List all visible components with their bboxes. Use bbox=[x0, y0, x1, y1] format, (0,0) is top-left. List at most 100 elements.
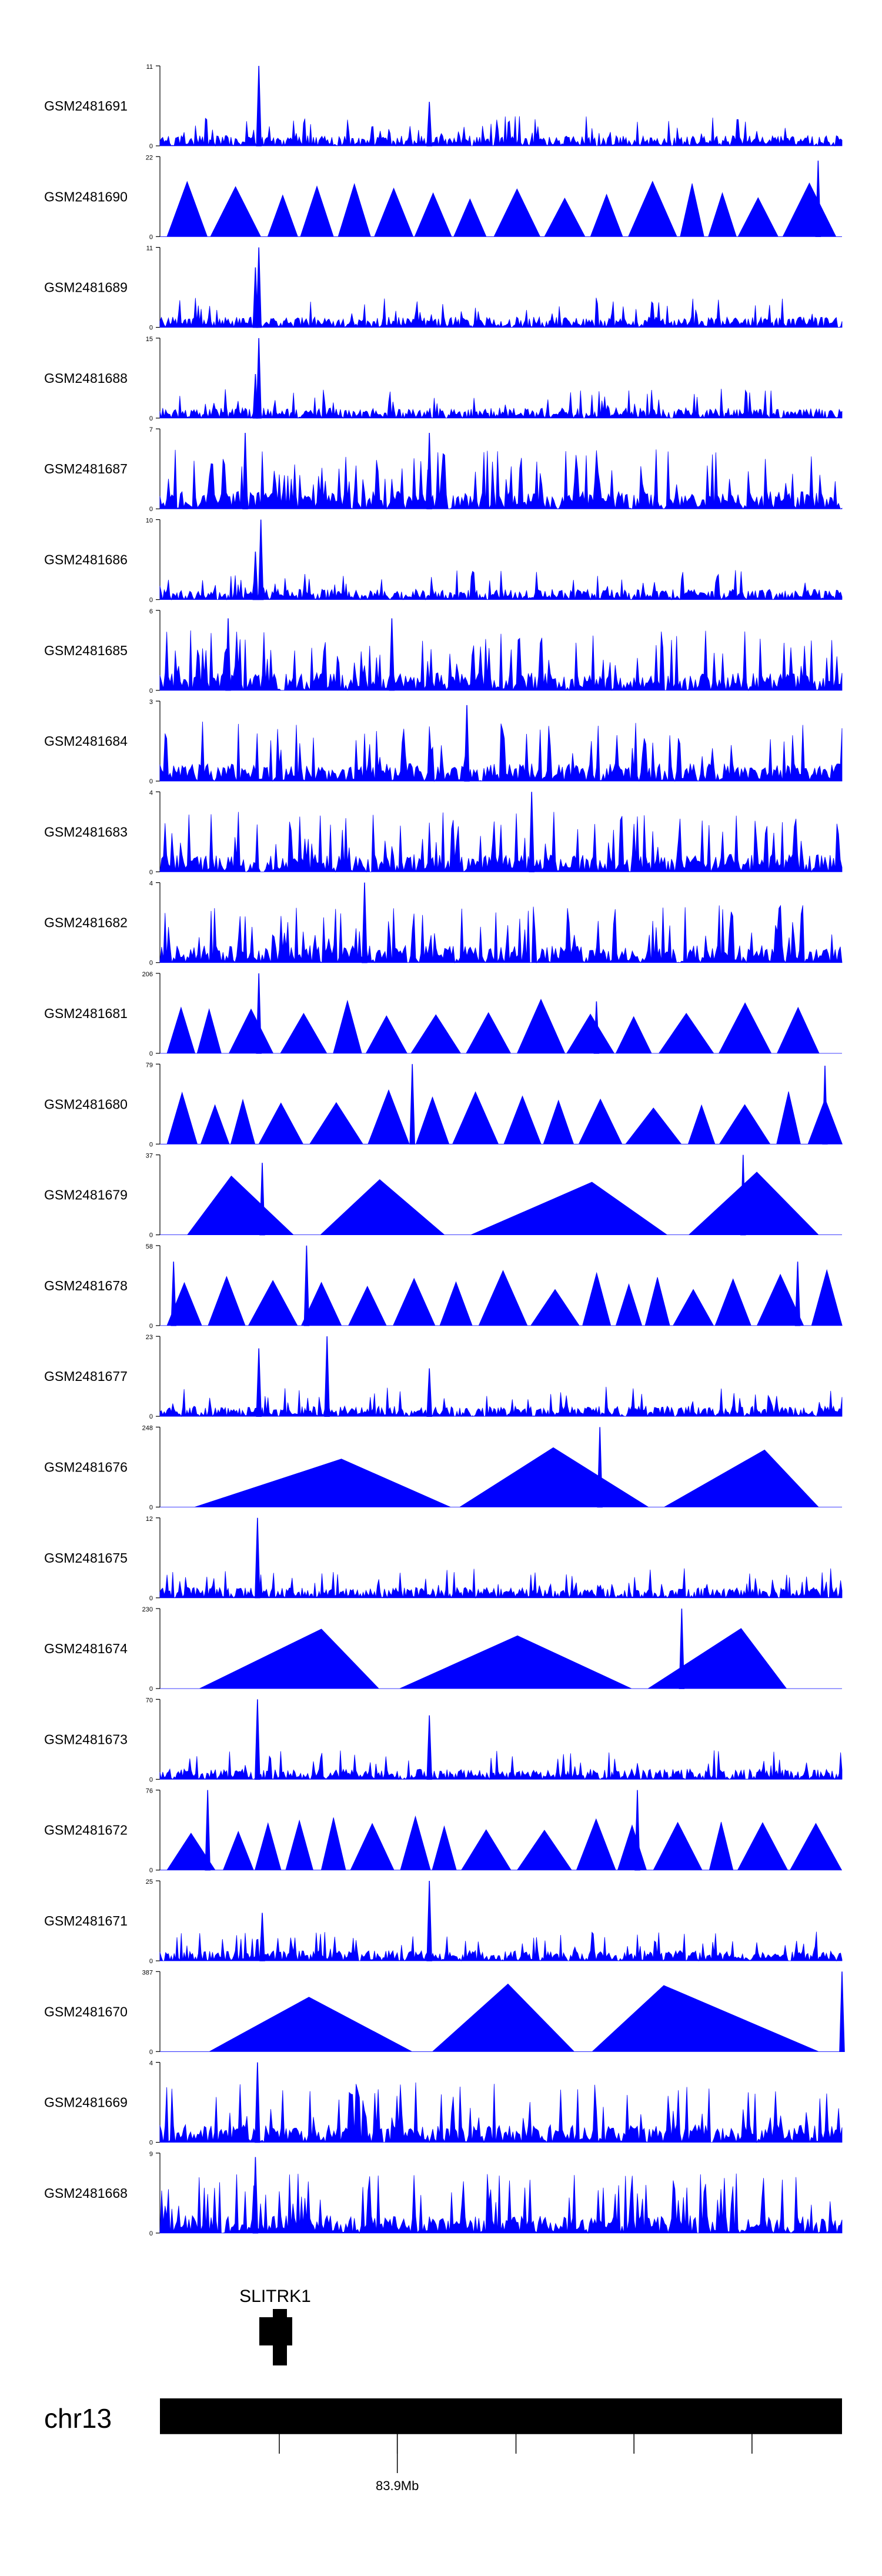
track-label: GSM2481685 bbox=[44, 643, 128, 658]
track-label: GSM2481687 bbox=[44, 461, 128, 476]
track-ymin-label: 0 bbox=[149, 2048, 153, 2056]
track-label: GSM2481683 bbox=[44, 824, 128, 839]
track-ymin-label: 0 bbox=[149, 960, 153, 967]
track-ymin-label: 0 bbox=[149, 688, 153, 695]
track-GSM2481678: GSM2481678 58 0 bbox=[44, 1243, 843, 1330]
track-label: GSM2481680 bbox=[44, 1096, 128, 1112]
track-signal-area bbox=[160, 1089, 843, 1144]
gene-label: SLITRK1 bbox=[239, 2287, 311, 2306]
track-ymax-label: 4 bbox=[149, 2060, 153, 2067]
track-signal-area bbox=[159, 2173, 843, 2234]
track-signal-peak bbox=[242, 432, 248, 509]
track-label: GSM2481673 bbox=[44, 1731, 128, 1747]
track-ymax-label: 387 bbox=[142, 1969, 153, 1976]
chromosome-position-label: 83.9Mb bbox=[376, 2478, 419, 2493]
track-signal-peak bbox=[252, 374, 259, 419]
track-ymax-label: 248 bbox=[142, 1425, 153, 1432]
track-ymax-label: 9 bbox=[149, 2151, 153, 2158]
track-ymin-label: 0 bbox=[149, 2230, 153, 2237]
track-ymax-label: 10 bbox=[146, 518, 153, 525]
track-signal-peak bbox=[464, 705, 470, 782]
track-ymax-label: 58 bbox=[146, 1243, 153, 1250]
track-signal-peak bbox=[303, 1245, 310, 1326]
track-GSM2481688: GSM2481688 15 0 bbox=[44, 336, 843, 422]
track-signal-area bbox=[160, 1447, 842, 1507]
track-signal-peak bbox=[255, 2062, 260, 2143]
track-signal-peak bbox=[259, 1163, 265, 1236]
track-signal-area bbox=[160, 1983, 842, 2052]
track-ymax-label: 206 bbox=[142, 971, 153, 978]
track-signal-peak bbox=[252, 267, 259, 328]
track-signal-peak bbox=[324, 1336, 330, 1417]
track-signal-area bbox=[160, 1628, 842, 1689]
track-ymin-label: 0 bbox=[149, 1595, 153, 1602]
track-ymin-label: 0 bbox=[149, 143, 153, 150]
track-signal-area bbox=[160, 181, 842, 237]
track-ymin-label: 0 bbox=[149, 2140, 153, 2147]
track-GSM2481682: GSM2481682 4 0 bbox=[44, 880, 843, 967]
track-signal-area bbox=[159, 1386, 843, 1417]
track-signal-peak bbox=[426, 432, 432, 509]
track-GSM2481679: GSM2481679 37 0 bbox=[44, 1153, 842, 1239]
track-GSM2481683: GSM2481683 4 0 bbox=[44, 789, 843, 876]
track-signal-peak bbox=[529, 792, 534, 873]
track-label: GSM2481672 bbox=[44, 1823, 128, 1838]
track-label: GSM2481674 bbox=[44, 1641, 128, 1656]
track-GSM2481684: GSM2481684 3 0 bbox=[44, 699, 843, 785]
track-label: GSM2481676 bbox=[44, 1460, 128, 1475]
track-label: GSM2481686 bbox=[44, 552, 128, 568]
track-label: GSM2481688 bbox=[44, 371, 128, 386]
track-ymin-label: 0 bbox=[149, 1867, 153, 1874]
track-label: GSM2481689 bbox=[44, 280, 128, 295]
track-signal-area bbox=[159, 449, 843, 510]
track-signal-peak bbox=[634, 1790, 640, 1871]
track-signal-peak bbox=[255, 1517, 260, 1599]
track-ymin-label: 0 bbox=[149, 1232, 153, 1239]
track-signal-peak bbox=[426, 1715, 432, 1780]
track-ymin-label: 0 bbox=[149, 233, 153, 241]
track-signal-area bbox=[159, 2082, 843, 2144]
track-ymin-label: 0 bbox=[149, 1323, 153, 1330]
chromosome-ticks: 83.9Mb bbox=[279, 2434, 753, 2493]
track-ymax-label: 23 bbox=[146, 1334, 153, 1341]
gene-annotation-track: SLITRK1 bbox=[239, 2287, 311, 2365]
track-ymax-label: 11 bbox=[146, 245, 153, 252]
track-GSM2481677: GSM2481677 23 0 bbox=[44, 1334, 843, 1420]
track-GSM2481680: GSM2481680 79 0 bbox=[44, 1062, 843, 1148]
track-label: GSM2481675 bbox=[44, 1550, 128, 1566]
chromosome-label: chr13 bbox=[44, 2403, 112, 2434]
track-ymin-label: 0 bbox=[149, 1504, 153, 1511]
signal-tracks: GSM2481691110GSM2481690220GSM2481689110G… bbox=[44, 64, 845, 2237]
chromosome-track: chr13 83.9Mb bbox=[44, 2398, 842, 2493]
track-ymax-label: 22 bbox=[146, 154, 153, 161]
track-ymax-label: 76 bbox=[146, 1788, 153, 1795]
track-signal-peak bbox=[256, 973, 262, 1054]
track-signal-peak bbox=[362, 882, 368, 963]
track-GSM2481690: GSM2481690 22 0 bbox=[44, 154, 842, 241]
track-GSM2481671: GSM2481671 25 0 bbox=[44, 1878, 843, 1965]
track-signal-peak bbox=[740, 1154, 746, 1236]
track-GSM2481675: GSM2481675 12 0 bbox=[44, 1516, 843, 1602]
track-ymin-label: 0 bbox=[149, 1413, 153, 1420]
track-ymin-label: 0 bbox=[149, 1050, 153, 1057]
track-signal-peak bbox=[256, 338, 262, 419]
track-GSM2481673: GSM2481673 70 0 bbox=[44, 1697, 843, 1783]
track-GSM2481674: GSM2481674 230 0 bbox=[44, 1606, 842, 1693]
track-label: GSM2481684 bbox=[44, 733, 128, 749]
track-label: GSM2481679 bbox=[44, 1187, 128, 1203]
track-signal-area bbox=[159, 630, 843, 692]
track-signal-peak bbox=[679, 1609, 685, 1689]
track-ymin-label: 0 bbox=[149, 325, 153, 332]
track-GSM2481691: GSM2481691 11 0 bbox=[44, 64, 843, 150]
track-ymax-label: 12 bbox=[146, 1516, 153, 1523]
track-GSM2481670: GSM2481670 387 0 bbox=[44, 1969, 845, 2056]
track-signal-peak bbox=[839, 1971, 845, 2053]
track-signal-peak bbox=[259, 1913, 265, 1961]
track-signal-peak bbox=[256, 65, 262, 146]
track-signal-area bbox=[159, 812, 843, 873]
track-signal-peak bbox=[256, 247, 262, 328]
track-ymin-label: 0 bbox=[149, 1776, 153, 1783]
track-signal-area bbox=[159, 116, 843, 147]
track-signal-peak bbox=[225, 618, 231, 691]
track-ymin-label: 0 bbox=[149, 506, 153, 513]
